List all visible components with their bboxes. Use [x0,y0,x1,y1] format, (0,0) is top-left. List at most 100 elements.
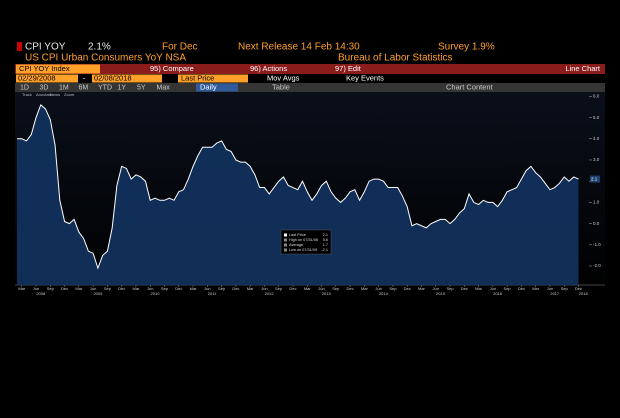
x-year-label: 2008 [36,291,46,296]
x-tick-label: Mar [190,286,198,291]
last-value: 2.1% [88,42,111,53]
x-tick-label: Sep [161,286,169,291]
legend-box [280,229,332,255]
y-tick-label: 5.0 [593,115,600,120]
legend-value: 1.7 [323,243,328,247]
key-events[interactable]: Key Events [346,73,384,82]
x-tick-label: Jun [90,286,96,291]
legend-swatch [284,233,287,237]
frequency-box[interactable] [196,83,238,92]
survey: Survey 1.9% [438,42,495,53]
legend-label: Last Price [289,233,306,237]
x-tick-label: Dec [118,286,125,291]
x-year-label: 2014 [379,291,389,296]
last-value-label: 2.1 [591,176,598,181]
x-year-label: 2009 [93,291,103,296]
actions[interactable]: 96) Actions [250,64,287,73]
range-button[interactable]: 1Y [118,84,127,91]
range-bar [15,83,605,92]
mov-avgs[interactable]: Mov Avgs [267,73,300,82]
x-year-label: 2017 [550,291,560,296]
legend-swatch [284,243,287,247]
x-tick-label: Mar [133,286,141,291]
x-tick-label: Jun [147,286,153,291]
x-tick-label: Mar [304,286,312,291]
marker [17,42,22,51]
x-tick-label: Sep [218,286,226,291]
security-box[interactable] [16,64,100,74]
x-tick-label: Jun [490,286,496,291]
table[interactable]: Table [272,82,290,91]
line [17,103,579,270]
legend-swatch [284,238,287,242]
x-tick-label: Sep [47,286,55,291]
x-tick-label: Sep [504,286,512,291]
legend-swatch [284,248,287,252]
source: Bureau of Labor Statistics [338,53,453,64]
x-tick-label: Jun [375,286,381,291]
ticker: CPI YOY [25,42,66,53]
x-tick-label: Dec [61,286,68,291]
x-tick-label: Jun [318,286,324,291]
y-tick-label: -2.0 [593,263,601,268]
period: For Dec [162,42,198,53]
last-value-tag [590,175,600,183]
chart-tool[interactable]: Track [22,92,32,97]
x-tick-label: Sep [561,286,569,291]
y-tick-label: 4.0 [593,136,600,141]
x-tick-label: Mar [532,286,540,291]
legend-label: High on 07/31/08 [289,238,318,242]
start-date[interactable]: 02/29/2008 [18,73,56,82]
legend-label: Low on 07/31/09 [289,248,317,252]
x-year-label: 2010 [151,291,161,296]
range-button[interactable]: 6M [79,84,89,91]
x-tick-label: Jun [33,286,39,291]
edit[interactable]: 97) Edit [335,64,362,73]
range-button[interactable]: Max [157,84,171,91]
chart-content[interactable]: Chart Content [446,82,494,91]
x-tick-label: Dec [175,286,182,291]
range-button[interactable]: YTD [98,84,112,91]
range-button[interactable]: 1D [20,84,29,91]
field-box[interactable] [178,74,248,83]
legend-value: -2.1 [321,248,328,252]
x-tick-label: Mar [475,286,483,291]
range-button[interactable]: 3D [40,84,49,91]
x-tick-label: Jun [547,286,553,291]
range-button[interactable]: 1M [59,84,69,91]
chart-tool[interactable]: Annotate [36,92,53,97]
next-release: Next Release 14 Feb 14:30 [238,42,360,53]
field[interactable]: Last Price [181,73,214,82]
x-year-label: 2013 [322,291,332,296]
x-tick-label: Jun [261,286,267,291]
x-tick-label: Dec [518,286,525,291]
end-box[interactable] [92,74,162,83]
compare[interactable]: 95) Compare [150,64,194,73]
x-tick-label: Mar [361,286,369,291]
x-tick-label: Sep [332,286,340,291]
end-date[interactable]: 02/08/2018 [94,73,132,82]
start-box[interactable] [16,74,78,83]
x-year-label: 2016 [493,291,503,296]
legend-label: Average [289,243,303,247]
x-tick-label: Sep [104,286,112,291]
x-tick-label: Sep [446,286,454,291]
range-button[interactable]: 5Y [137,84,146,91]
x-tick-label: Mar [18,286,26,291]
x-tick-label: Mar [418,286,426,291]
y-tick-label: 0.0 [593,221,600,226]
chart-tool[interactable]: News [50,92,60,97]
x-tick-label: Dec [404,286,411,291]
security[interactable]: CPI YOY Index [19,64,70,73]
chart-type[interactable]: Line Chart [565,64,601,73]
frequency[interactable]: Daily [200,82,217,91]
toolbar [15,64,605,74]
chart-tool[interactable]: Zoom [64,92,75,97]
legend-value: 2.1 [323,233,328,237]
y-tick-label: 6.0 [593,94,600,99]
x-tick-label: Jun [204,286,210,291]
x-tick-label: Dec [347,286,354,291]
separator: - [83,73,86,82]
